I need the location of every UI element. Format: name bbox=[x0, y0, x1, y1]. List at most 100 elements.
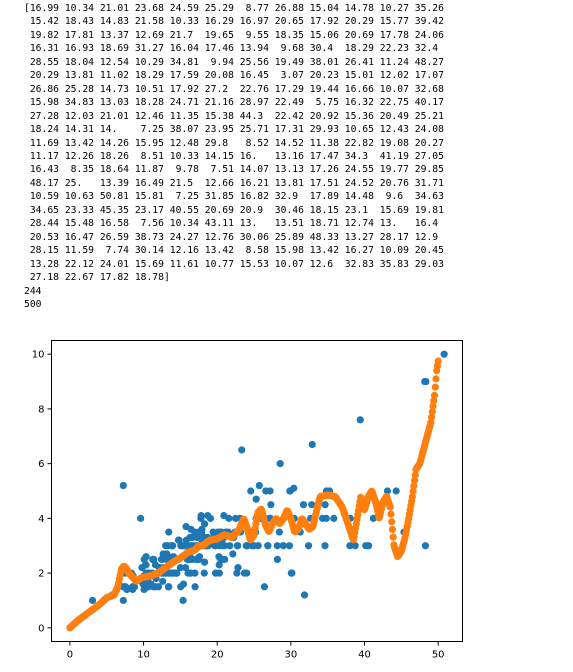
series-1-point bbox=[229, 550, 237, 558]
series-1-point bbox=[168, 542, 177, 550]
array-printout: [16.99 10.34 21.01 23.68 24.59 25.29 8.7… bbox=[24, 2, 564, 285]
series-1-points bbox=[88, 350, 448, 605]
series-2-point bbox=[408, 493, 416, 501]
series-1-point bbox=[288, 569, 296, 577]
series-1-point bbox=[165, 528, 173, 536]
series-1-point bbox=[215, 561, 223, 569]
output-gutter bbox=[0, 0, 16, 672]
series-1-point bbox=[254, 542, 262, 550]
series-1-point bbox=[421, 542, 430, 550]
series-1-point bbox=[290, 484, 298, 492]
y-tick-label: 0 bbox=[38, 623, 44, 634]
series-1-point bbox=[321, 542, 329, 550]
series-1-point bbox=[330, 514, 338, 522]
series-1-point bbox=[273, 555, 281, 564]
y-tick-label: 8 bbox=[38, 404, 44, 415]
series-2-point bbox=[428, 408, 436, 416]
series-1-point bbox=[164, 553, 173, 561]
series-1-point bbox=[369, 514, 377, 522]
series-2-point bbox=[430, 397, 438, 405]
array-line: 11.17 12.26 18.26 8.51 10.33 14.15 16. 1… bbox=[24, 150, 444, 162]
series-2-point bbox=[430, 391, 439, 399]
plot-frame bbox=[51, 340, 463, 642]
series-2-point bbox=[434, 357, 442, 365]
series-1-point bbox=[264, 542, 272, 550]
series-1-point bbox=[300, 591, 309, 599]
x-tick-label: 50 bbox=[432, 650, 445, 661]
array-line: 16.43 8.35 18.64 11.87 9.78 7.51 14.07 1… bbox=[24, 164, 444, 176]
series-1-point bbox=[233, 542, 242, 550]
x-tick-label: 40 bbox=[358, 650, 371, 661]
series-1-point bbox=[130, 583, 139, 591]
array-line: 28.44 15.48 16.58 7.56 10.34 43.11 13. 1… bbox=[24, 218, 439, 230]
array-line: 27.28 12.03 21.01 12.46 11.35 15.38 44.3… bbox=[24, 110, 444, 122]
series-1-point bbox=[165, 583, 173, 591]
series-1-point bbox=[206, 514, 215, 522]
array-line: [16.99 10.34 21.01 23.68 24.59 25.29 8.7… bbox=[24, 3, 444, 14]
series-1-point bbox=[243, 569, 251, 577]
series-1-point bbox=[176, 564, 185, 572]
series-1-point bbox=[275, 528, 283, 536]
series-2-point bbox=[411, 471, 419, 479]
series-1-point bbox=[201, 558, 209, 566]
series-1-point bbox=[238, 446, 246, 454]
series-2-point bbox=[427, 419, 435, 427]
series-2-point bbox=[410, 476, 419, 485]
array-line: 28.15 11.59 7.74 30.14 12.16 13.42 8.58 … bbox=[24, 245, 444, 257]
series-1-point bbox=[266, 487, 274, 495]
series-1-point bbox=[221, 555, 229, 564]
series-1-point bbox=[299, 501, 308, 509]
series-1-point bbox=[252, 495, 260, 503]
series-1-point bbox=[119, 481, 127, 490]
array-line: 19.82 17.81 13.37 12.69 21.7 19.65 9.55 … bbox=[24, 29, 444, 41]
series-1-point bbox=[308, 440, 316, 449]
array-line: 13.28 22.12 24.01 15.69 11.61 10.77 15.5… bbox=[24, 258, 444, 270]
array-line: 15.42 18.43 14.83 21.58 10.33 16.29 16.9… bbox=[24, 16, 444, 28]
array-line: 27.18 22.67 17.82 18.78] bbox=[24, 272, 170, 284]
series-2-point bbox=[431, 383, 439, 391]
series-1-point bbox=[201, 520, 209, 528]
x-tick-label: 20 bbox=[211, 650, 224, 661]
series-1-point bbox=[123, 585, 131, 594]
scatter-plot: 0 10 20 30 40 50 0 2 4 6 8 10 bbox=[32, 340, 463, 661]
series-1-point bbox=[154, 583, 163, 591]
array-line: 15.98 34.83 13.03 18.28 24.71 21.16 28.9… bbox=[24, 97, 444, 109]
series-2-point bbox=[410, 482, 418, 490]
y-tick-label: 2 bbox=[38, 569, 44, 580]
y-tick-label: 6 bbox=[38, 459, 44, 470]
series-1-point bbox=[197, 512, 205, 520]
y-axis-ticks: 0 2 4 6 8 10 bbox=[32, 350, 52, 634]
array-line: 18.24 14.31 14. 7.25 38.07 23.95 25.71 1… bbox=[24, 124, 444, 136]
array-line: 26.86 25.28 14.73 10.51 17.92 27.2 22.76… bbox=[24, 83, 444, 95]
x-tick-label: 30 bbox=[285, 650, 298, 661]
series-1-point bbox=[226, 542, 234, 550]
series-2-point bbox=[427, 413, 436, 421]
series-1-point bbox=[195, 553, 204, 561]
series-1-point bbox=[179, 596, 187, 605]
series-2-points bbox=[66, 357, 442, 632]
series-1-point bbox=[221, 542, 229, 550]
series-1-point bbox=[322, 514, 330, 522]
series-1-point bbox=[308, 501, 316, 509]
series-1-point bbox=[181, 564, 190, 572]
series-2-point bbox=[388, 518, 396, 526]
series-2-point bbox=[387, 510, 395, 518]
series-1-point bbox=[142, 561, 150, 569]
array-line: 34.65 23.33 45.35 23.17 40.55 20.69 20.9… bbox=[24, 204, 444, 216]
series-1-point bbox=[392, 487, 400, 495]
series-1-point bbox=[159, 577, 167, 585]
series-1-point bbox=[321, 501, 329, 509]
series-1-point bbox=[285, 542, 294, 550]
series-1-point bbox=[191, 583, 199, 591]
series-1-point bbox=[364, 542, 373, 550]
y-tick-label: 10 bbox=[32, 350, 45, 361]
series-1-point bbox=[356, 416, 364, 424]
series-1-point bbox=[279, 542, 287, 550]
series-2-point bbox=[386, 503, 394, 511]
x-tick-label: 10 bbox=[137, 650, 150, 661]
series-1-point bbox=[273, 542, 281, 550]
array-line: 20.53 16.47 26.59 38.73 24.27 12.76 30.0… bbox=[24, 231, 439, 243]
array-line: 20.29 13.81 11.02 18.29 17.59 20.08 16.4… bbox=[24, 70, 444, 82]
series-1-point bbox=[233, 569, 241, 577]
array-line: 16.31 16.93 18.69 31.27 16.04 17.46 13.9… bbox=[24, 43, 439, 55]
